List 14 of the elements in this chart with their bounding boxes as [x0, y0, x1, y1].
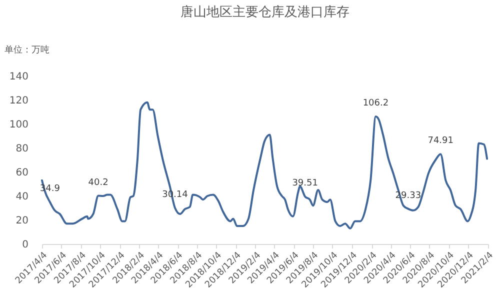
y-axis-title: 单位：万吨 — [4, 44, 50, 56]
y-tick-label: 140 — [9, 72, 28, 82]
y-tick-label: 80 — [16, 144, 28, 154]
y-tick-label: 100 — [9, 120, 28, 130]
y-tick-label: 0 — [22, 240, 28, 250]
chart-title: 唐山地区主要仓库及港口库存 — [180, 4, 350, 20]
y-tick-label: 60 — [16, 168, 28, 178]
annotation: 39.51 — [292, 178, 318, 189]
y-tick-label: 40 — [16, 192, 28, 202]
annotation: 106.2 — [362, 98, 389, 109]
y-tick-label: 120 — [9, 96, 28, 106]
annotation: 74.91 — [428, 136, 454, 146]
annotation: 40.2 — [88, 178, 108, 188]
y-tick-label: 20 — [16, 216, 28, 226]
